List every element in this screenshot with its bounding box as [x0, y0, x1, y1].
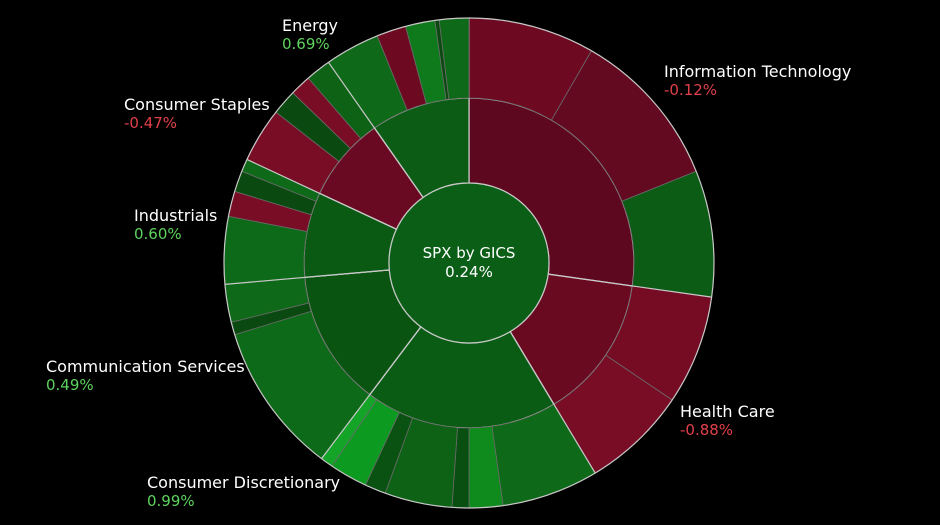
sector-labels: Information Technology -0.12% Health Car… — [46, 16, 851, 510]
sector-value-health-care: -0.88% — [680, 421, 733, 439]
sector-value-information-technology: -0.12% — [664, 81, 717, 99]
center-value: 0.24% — [445, 263, 493, 281]
sector-divider-energy — [327, 61, 424, 198]
sector-label-industrials: Industrials — [134, 206, 217, 225]
sector-divider-industrials — [224, 269, 390, 285]
sector-label-communication-services: Communication Services — [46, 357, 245, 376]
sector-value-energy: 0.69% — [282, 35, 330, 53]
sector-divider-health-care — [548, 273, 712, 298]
sector-divider-consumer-discretionary — [509, 331, 596, 474]
sector-value-industrials: 0.60% — [134, 225, 182, 243]
sector-label-energy: Energy — [282, 16, 338, 35]
outer-ring-border — [223, 17, 715, 509]
sector-label-consumer-discretionary: Consumer Discretionary — [147, 473, 340, 492]
sector-divider-communication-services — [321, 326, 422, 460]
sector-value-consumer-discretionary: 0.99% — [147, 492, 195, 510]
sector-divider-consumer-staples — [246, 158, 397, 230]
sector-value-consumer-staples: -0.47% — [124, 114, 177, 132]
center-group: SPX by GICS 0.24% — [388, 182, 550, 344]
sector-label-health-care: Health Care — [680, 402, 775, 421]
sunburst-rings — [223, 17, 715, 509]
sector-label-information-technology: Information Technology — [664, 62, 851, 81]
sector-value-communication-services: 0.49% — [46, 376, 94, 394]
sector-label-consumer-staples: Consumer Staples — [124, 95, 270, 114]
center-circle[interactable] — [388, 182, 550, 344]
chart-title: SPX by GICS — [423, 244, 516, 262]
